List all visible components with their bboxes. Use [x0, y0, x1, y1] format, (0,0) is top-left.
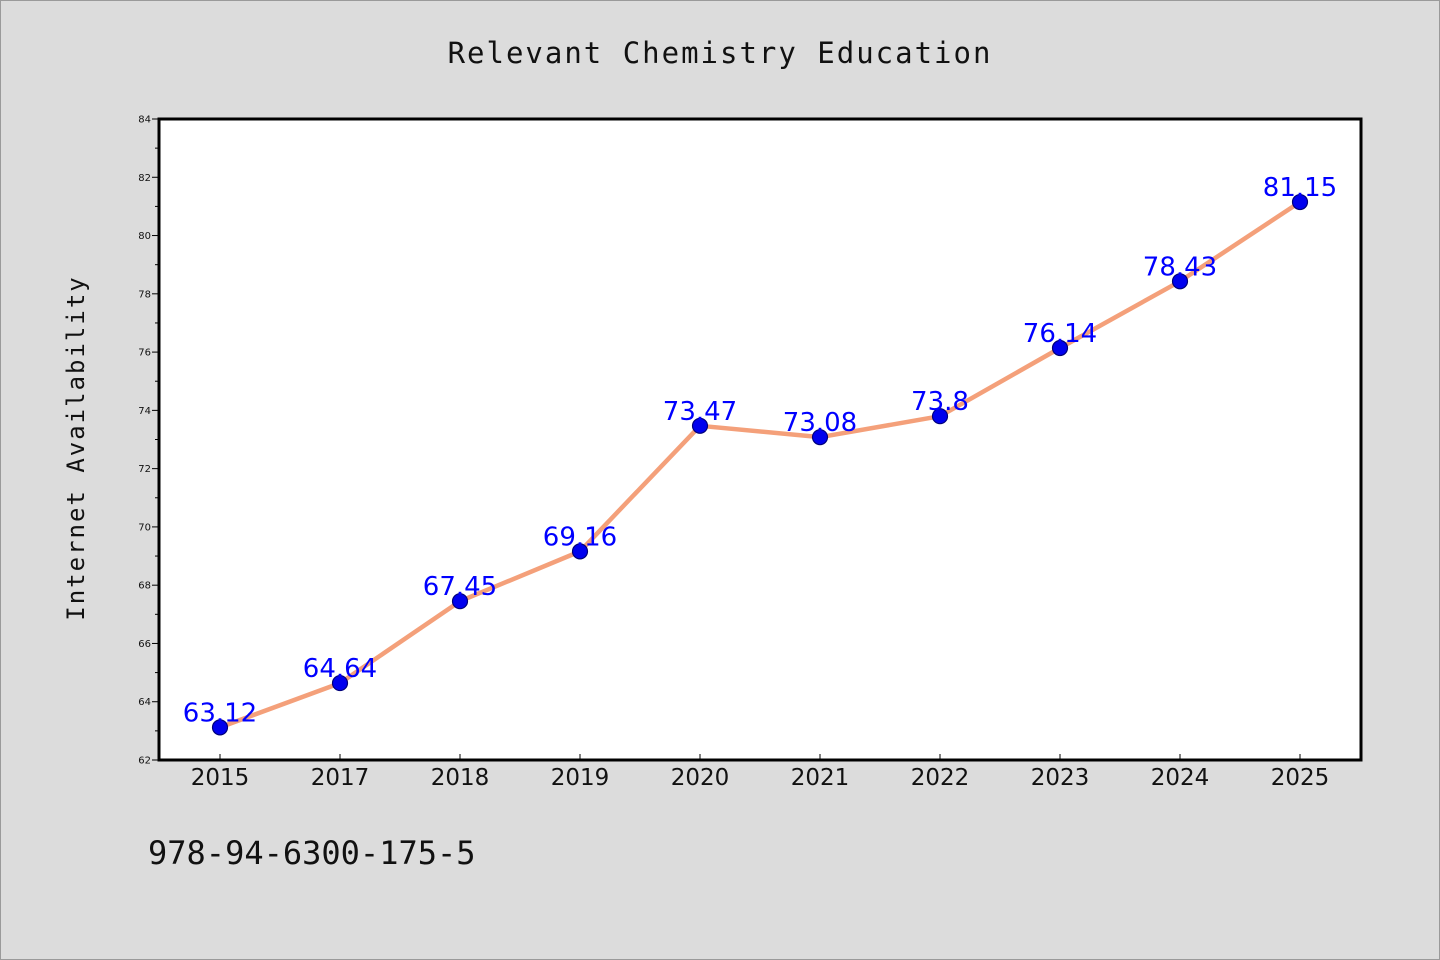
x-tick-label: 2020 — [671, 765, 730, 791]
data-point — [1291, 193, 1309, 211]
data-label: 73.47 — [663, 397, 737, 427]
data-point — [1051, 339, 1069, 357]
data-label: 73.8 — [911, 387, 969, 417]
isbn-annotation: 978-94-6300-175-5 — [148, 834, 476, 872]
data-label: 64.64 — [303, 654, 377, 684]
data-label: 73.08 — [783, 408, 857, 438]
y-tick-label: 78 — [138, 289, 151, 300]
x-tick-label: 2015 — [191, 765, 250, 791]
x-tick-label: 2022 — [911, 765, 970, 791]
data-point — [451, 593, 469, 610]
data-point — [211, 719, 229, 736]
data-labels: 63.12 64.64 67.45 69.16 73.47 73.08 73.8 76.14 7… — [183, 173, 1337, 728]
data-point — [811, 429, 829, 446]
data-point — [691, 417, 709, 434]
data-point — [571, 543, 589, 560]
y-axis-label: Internet Availability — [62, 275, 90, 620]
chart-title: Relevant Chemistry Education — [448, 36, 993, 70]
plot-area — [157, 117, 1363, 762]
data-label: 78.43 — [1143, 252, 1217, 282]
x-tick-label: 2021 — [791, 765, 850, 791]
y-tick-label: 80 — [138, 231, 151, 242]
y-tick-label: 66 — [138, 639, 151, 650]
x-tick-label: 2024 — [1151, 765, 1210, 791]
data-label: 81.15 — [1263, 173, 1337, 203]
series-line — [219, 200, 1302, 730]
data-label: 63.12 — [183, 698, 257, 728]
data-point — [931, 408, 949, 425]
y-tick-label: 70 — [138, 522, 151, 533]
x-tick-label: 2017 — [311, 765, 370, 791]
y-axis: 62 64 66 68 70 72 74 76 78 80 82 84 — [138, 115, 159, 767]
y-tick-label: 62 — [138, 756, 151, 767]
x-tick-label: 2025 — [1271, 765, 1330, 791]
data-label: 69.16 — [543, 522, 617, 552]
x-tick-label: 2023 — [1031, 765, 1090, 791]
data-point — [1171, 273, 1189, 290]
data-label: 76.14 — [1023, 319, 1097, 349]
y-tick-label: 68 — [138, 581, 151, 592]
y-tick-label: 64 — [138, 697, 151, 708]
x-tick-label: 2019 — [551, 765, 610, 791]
y-tick-label: 72 — [138, 464, 151, 475]
data-point — [331, 674, 349, 692]
x-tick-label: 2018 — [431, 765, 490, 791]
data-label: 67.45 — [423, 572, 497, 602]
y-tick-label: 84 — [138, 115, 151, 126]
series-markers — [211, 193, 1309, 736]
y-tick-label: 76 — [138, 348, 151, 359]
x-axis: 2015 2017 2018 2019 2020 2021 2022 2023 2024 2025 — [191, 754, 1330, 791]
y-tick-label: 82 — [138, 173, 151, 184]
y-tick-label: 74 — [138, 406, 151, 417]
